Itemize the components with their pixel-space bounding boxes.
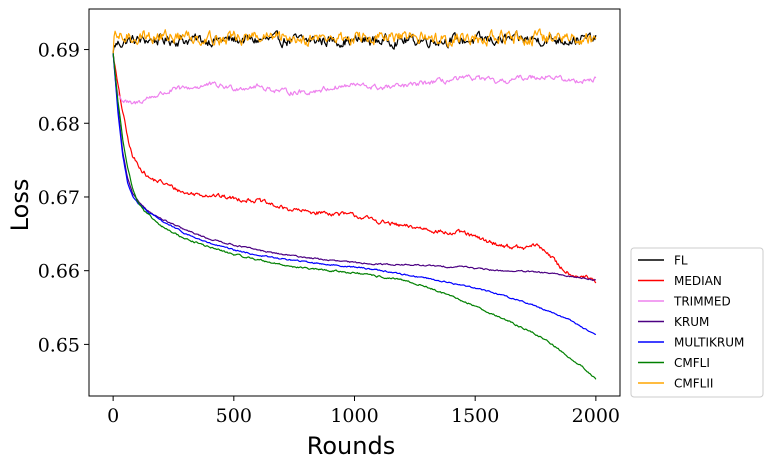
series-layer [112, 28, 597, 380]
legend-label-cmfli: CMFLI [674, 356, 710, 370]
x-tick-label: 2000 [572, 405, 620, 427]
y-tick-label: 0.67 [38, 187, 80, 209]
legend-box [630, 247, 764, 398]
legend: FL MEDIAN TRIMMED KRUM MULTIKRUM CMFLI CMFLII [630, 247, 764, 398]
y-tick-label: 0.66 [38, 261, 80, 283]
legend-label-krum: KRUM [674, 315, 709, 329]
series-line-cmflii [112, 28, 597, 54]
legend-label-fl: FL [674, 254, 688, 268]
series-line-cmfli [112, 53, 597, 380]
x-axis: 0 500 1000 1500 2000 [107, 396, 620, 427]
x-tick-label: 1500 [451, 405, 499, 427]
y-tick-label: 0.69 [38, 40, 80, 62]
legend-label-multikrum: MULTIKRUM [674, 336, 744, 350]
y-axis-label: Loss [6, 179, 34, 232]
series-line-trimmed [112, 53, 597, 105]
y-tick-label: 0.65 [38, 334, 80, 356]
x-tick-label: 0 [107, 405, 119, 427]
legend-label-cmflii: CMFLII [674, 377, 713, 391]
series-line-multikrum [112, 53, 597, 336]
legend-label-median: MEDIAN [674, 274, 722, 288]
y-tick-label: 0.68 [38, 113, 80, 135]
legend-label-trimmed: TRIMMED [673, 295, 731, 309]
x-tick-label: 1000 [330, 405, 378, 427]
y-axis: 0.65 0.66 0.67 0.68 0.69 [38, 40, 89, 356]
series-line-median [112, 53, 597, 284]
series-line-krum [112, 53, 596, 282]
x-tick-label: 500 [216, 405, 252, 427]
x-axis-label: Rounds [307, 432, 395, 460]
